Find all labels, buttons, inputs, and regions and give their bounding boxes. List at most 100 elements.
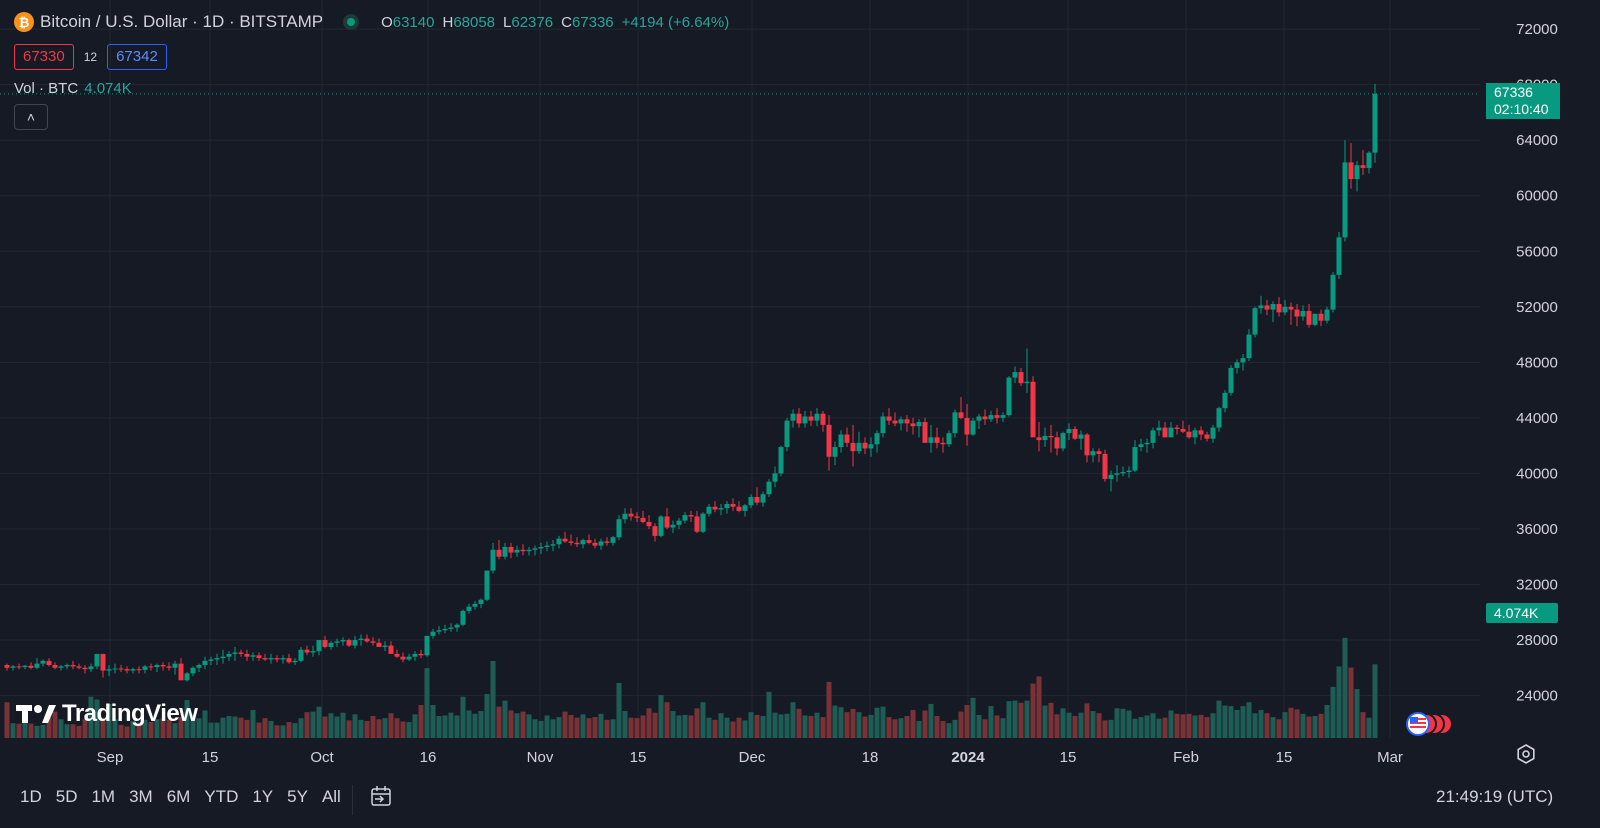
candle-body[interactable] [514, 549, 520, 553]
candle-body[interactable] [1102, 453, 1108, 479]
candle-body[interactable] [736, 506, 742, 511]
candle-body[interactable] [1186, 431, 1192, 438]
candle-body[interactable] [1342, 162, 1348, 238]
candle-body[interactable] [1366, 152, 1372, 168]
candle-body[interactable] [1324, 309, 1330, 321]
candle-body[interactable] [274, 658, 280, 660]
candle-body[interactable] [688, 515, 694, 517]
candle-body[interactable] [544, 545, 550, 548]
candle-body[interactable] [238, 652, 244, 654]
candle-body[interactable] [766, 481, 772, 495]
candle-body[interactable] [760, 494, 766, 503]
tradingview-logo[interactable]: TradingView [16, 700, 198, 728]
candle-body[interactable] [490, 549, 496, 571]
candle-body[interactable] [1360, 165, 1366, 168]
market-status-icon[interactable] [343, 14, 360, 30]
candle-body[interactable] [1174, 427, 1180, 429]
candle-body[interactable] [862, 442, 868, 449]
candle-body[interactable] [868, 444, 874, 449]
candle-body[interactable] [1072, 428, 1078, 439]
candle-body[interactable] [616, 519, 622, 538]
candle-body[interactable] [508, 547, 514, 553]
candle-body[interactable] [1258, 305, 1264, 309]
candle-body[interactable] [22, 665, 28, 668]
gear-icon[interactable] [1516, 744, 1536, 764]
candle-body[interactable] [316, 640, 322, 652]
candle-body[interactable] [646, 522, 652, 527]
candle-body[interactable] [730, 503, 736, 507]
candle-body[interactable] [1264, 305, 1270, 310]
candle-body[interactable] [640, 517, 646, 523]
candle-body[interactable] [934, 437, 940, 443]
candle-body[interactable] [322, 640, 328, 647]
candle-body[interactable] [142, 666, 148, 670]
candle-body[interactable] [748, 497, 754, 506]
candle-body[interactable] [382, 645, 388, 647]
candle-body[interactable] [94, 653, 100, 667]
candle-body[interactable] [886, 416, 892, 421]
candle-body[interactable] [442, 628, 448, 631]
candle-body[interactable] [754, 497, 760, 503]
candle-body[interactable] [808, 416, 814, 421]
candle-body[interactable] [790, 413, 796, 421]
candle-body[interactable] [154, 665, 160, 668]
candle-body[interactable] [1030, 381, 1036, 438]
candle-body[interactable] [670, 524, 676, 528]
candle-body[interactable] [838, 434, 844, 448]
candle-body[interactable] [658, 516, 664, 536]
utc-clock[interactable]: 21:49:19 (UTC) [1436, 787, 1554, 806]
go-to-date-icon[interactable] [370, 785, 392, 807]
candle-body[interactable] [58, 666, 64, 668]
candle-body[interactable] [148, 666, 154, 668]
candle-body[interactable] [100, 653, 106, 671]
candle-body[interactable] [214, 658, 220, 660]
candle-body[interactable] [208, 659, 214, 661]
candle-body[interactable] [1006, 377, 1012, 416]
candle-body[interactable] [892, 420, 898, 424]
candle-body[interactable] [190, 667, 196, 674]
candle-body[interactable] [112, 668, 118, 670]
candle-body[interactable] [1156, 427, 1162, 431]
candle-body[interactable] [1192, 430, 1198, 438]
candle-body[interactable] [1078, 434, 1084, 439]
candle-body[interactable] [166, 666, 172, 668]
candle-body[interactable] [844, 434, 850, 443]
candle-body[interactable] [964, 417, 970, 435]
candle-body[interactable] [898, 419, 904, 424]
candle-body[interactable] [1312, 313, 1318, 325]
candle-body[interactable] [460, 610, 466, 625]
candle-body[interactable] [712, 506, 718, 510]
candle-body[interactable] [586, 540, 592, 543]
candle-body[interactable] [610, 537, 616, 543]
candle-body[interactable] [1240, 358, 1246, 363]
candle-body[interactable] [1222, 392, 1228, 409]
candle-body[interactable] [580, 540, 586, 545]
candle-body[interactable] [532, 548, 538, 550]
candle-body[interactable] [520, 549, 526, 552]
candle-body[interactable] [1354, 165, 1360, 180]
candle-body[interactable] [64, 665, 70, 667]
candle-body[interactable] [124, 669, 130, 671]
candle-body[interactable] [1042, 435, 1048, 441]
range-button-3m[interactable]: 3M [129, 787, 153, 806]
candle-body[interactable] [418, 653, 424, 656]
candle-body[interactable] [76, 666, 82, 668]
candle-body[interactable] [1000, 415, 1006, 418]
candle-body[interactable] [478, 599, 484, 604]
candle-body[interactable] [1126, 470, 1132, 473]
candle-body[interactable] [802, 416, 808, 424]
candle-body[interactable] [10, 666, 16, 668]
range-button-6m[interactable]: 6M [166, 787, 191, 806]
candle-body[interactable] [796, 413, 802, 424]
symbol-title[interactable]: Bitcoin / U.S. Dollar · 1D · BITSTAMP [40, 12, 324, 31]
candle-body[interactable] [1018, 372, 1024, 384]
candle-body[interactable] [1198, 430, 1204, 435]
candle-body[interactable] [772, 473, 778, 482]
candle-body[interactable] [1024, 381, 1030, 384]
range-button-5y[interactable]: 5Y [287, 787, 308, 806]
candle-body[interactable] [472, 603, 478, 607]
candle-body[interactable] [982, 416, 988, 420]
candle-body[interactable] [592, 542, 598, 546]
candle-body[interactable] [682, 515, 688, 521]
